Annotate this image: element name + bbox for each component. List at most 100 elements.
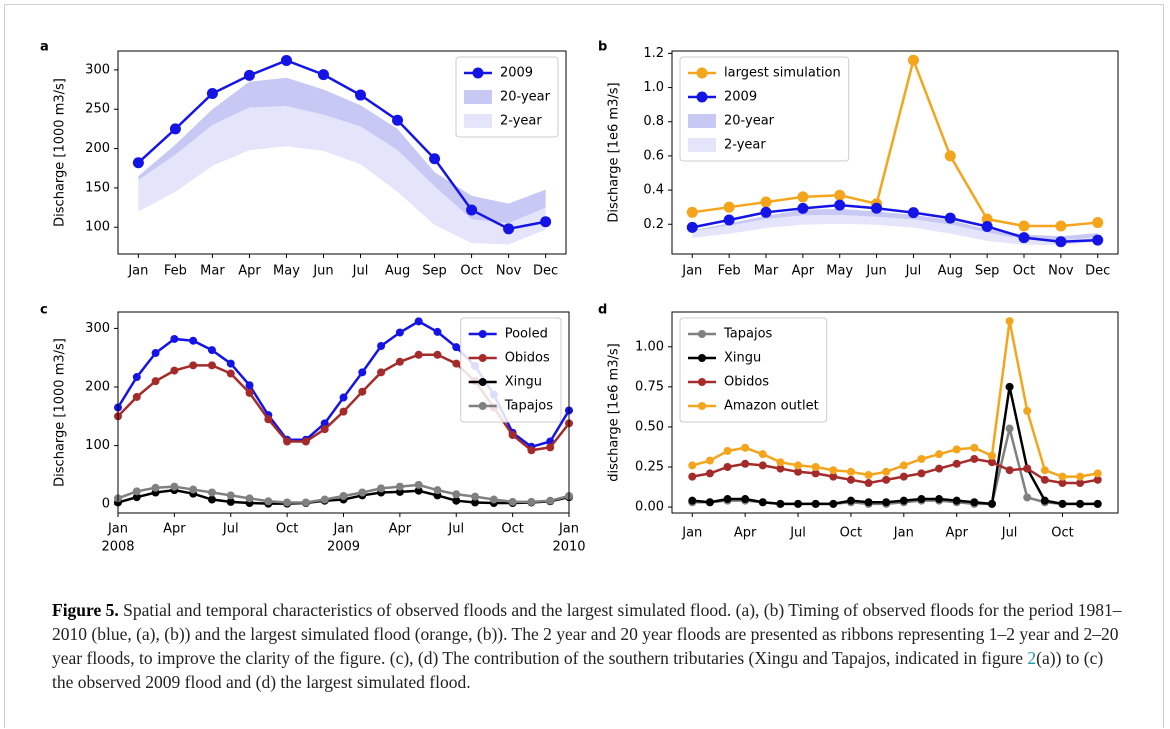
- x-tick-year: 2010: [552, 540, 585, 555]
- data-point: [760, 196, 772, 208]
- data-point: [811, 462, 820, 471]
- y-tick-label: 250: [85, 102, 110, 117]
- legend-label: 20-year: [724, 114, 775, 129]
- series-line: [692, 56, 1098, 228]
- legend-marker: [698, 378, 706, 386]
- data-point: [741, 495, 750, 504]
- data-point: [132, 392, 141, 401]
- data-point: [395, 482, 404, 491]
- panel-label: b: [598, 40, 607, 55]
- data-point: [1005, 382, 1014, 391]
- data-point: [339, 492, 348, 501]
- y-tick-label: 0.25: [635, 459, 664, 474]
- data-point: [1076, 479, 1085, 488]
- x-tick-label: Apr: [389, 522, 412, 537]
- data-point: [758, 450, 767, 459]
- y-tick-label: 0.50: [635, 419, 664, 434]
- data-point: [705, 469, 714, 478]
- legend-marker: [698, 330, 706, 338]
- data-point: [723, 214, 735, 226]
- y-tick-label: 0.75: [635, 379, 664, 394]
- data-point: [970, 454, 979, 463]
- data-point: [226, 369, 235, 378]
- y-tick-label: 300: [85, 321, 110, 336]
- legend-box: [679, 317, 828, 423]
- legend-label: 20-year: [500, 90, 551, 105]
- data-point: [169, 123, 181, 135]
- data-point: [794, 461, 803, 470]
- legend-label: Pooled: [505, 327, 548, 342]
- data-point: [794, 467, 803, 476]
- y-axis-label: Discharge [1000 m3/s]: [53, 338, 68, 487]
- data-point: [981, 220, 993, 232]
- axes-frame: [671, 50, 1119, 255]
- x-tick-label: Oct: [276, 522, 298, 537]
- x-tick-label: Mar: [200, 264, 225, 279]
- legend-patch: [463, 90, 492, 104]
- data-point: [723, 201, 735, 213]
- x-tick-label: Jan: [107, 522, 128, 537]
- y-tick-label: 300: [85, 62, 110, 77]
- figure-link[interactable]: 2: [1027, 648, 1037, 668]
- data-point: [546, 496, 555, 505]
- data-point: [723, 462, 732, 471]
- data-point: [811, 469, 820, 478]
- data-point: [503, 223, 515, 235]
- data-point: [377, 484, 386, 493]
- data-point: [987, 458, 996, 467]
- data-point: [987, 499, 996, 508]
- data-point: [917, 469, 926, 478]
- data-point: [189, 485, 198, 494]
- data-point: [226, 497, 235, 506]
- data-point: [1018, 232, 1030, 244]
- data-point: [846, 467, 855, 476]
- data-point: [452, 490, 461, 499]
- x-tick-label: Mar: [754, 264, 779, 279]
- data-point: [686, 206, 698, 218]
- x-tick-label: Aug: [938, 264, 963, 279]
- data-point: [471, 492, 480, 501]
- legend-box: [679, 56, 850, 162]
- data-point: [846, 496, 855, 505]
- data-point: [392, 114, 404, 126]
- legend-marker: [698, 402, 706, 410]
- x-tick-label: Sep: [422, 264, 447, 279]
- data-point: [414, 317, 423, 326]
- y-axis-label: Discharge [1e6 m3/s]: [607, 82, 622, 222]
- data-point: [864, 498, 873, 507]
- data-point: [688, 472, 697, 481]
- data-point: [226, 491, 235, 500]
- axes-frame: [117, 50, 567, 255]
- x-tick-label: Jul: [789, 526, 806, 541]
- data-point: [433, 350, 442, 359]
- legend-label: Tapajos: [504, 399, 554, 414]
- data-point: [527, 497, 536, 506]
- y-tick-label: 0.6: [643, 148, 664, 163]
- data-point: [245, 381, 254, 390]
- legend-patch: [688, 138, 716, 152]
- data-point: [987, 451, 996, 460]
- data-point: [151, 349, 160, 358]
- legend-marker: [698, 354, 706, 362]
- caption: Figure 5. Spatial and temporal character…: [52, 598, 1127, 694]
- x-tick-label: Oct: [840, 526, 862, 541]
- data-point: [452, 359, 461, 368]
- x-tick-label: Oct: [460, 264, 482, 279]
- data-point: [846, 475, 855, 484]
- data-point: [414, 480, 423, 489]
- data-point: [245, 494, 254, 503]
- data-point: [1055, 236, 1067, 248]
- x-tick-label: Jul: [352, 264, 369, 279]
- data-point: [508, 431, 517, 440]
- data-point: [466, 204, 478, 216]
- legend-marker: [478, 378, 487, 386]
- y-tick-label: 150: [85, 180, 110, 195]
- data-point: [970, 443, 979, 452]
- data-point: [283, 437, 292, 446]
- legend-marker: [478, 354, 487, 362]
- legend-marker: [696, 91, 708, 103]
- x-tick-label: Oct: [1051, 526, 1073, 541]
- figure: a Discharge [1000 m3/s] 100 150 200 250 300 Jan…: [40, 40, 1119, 555]
- data-point: [1055, 220, 1067, 232]
- data-point: [527, 446, 536, 455]
